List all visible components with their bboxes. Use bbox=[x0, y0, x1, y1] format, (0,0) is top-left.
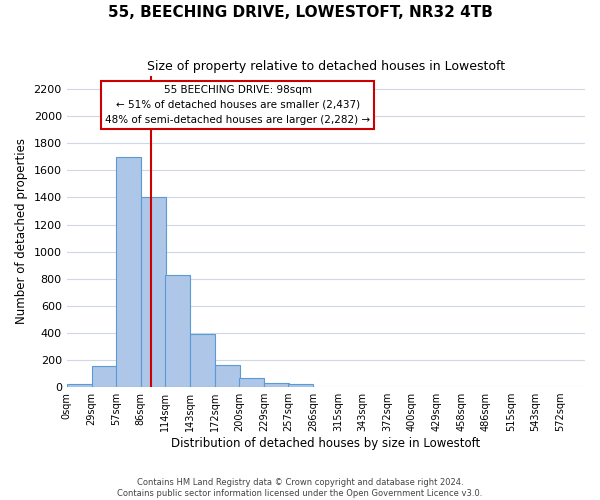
Text: 55 BEECHING DRIVE: 98sqm
← 51% of detached houses are smaller (2,437)
48% of sem: 55 BEECHING DRIVE: 98sqm ← 51% of detach… bbox=[105, 85, 370, 124]
X-axis label: Distribution of detached houses by size in Lowestoft: Distribution of detached houses by size … bbox=[171, 437, 481, 450]
Text: 55, BEECHING DRIVE, LOWESTOFT, NR32 4TB: 55, BEECHING DRIVE, LOWESTOFT, NR32 4TB bbox=[107, 5, 493, 20]
Y-axis label: Number of detached properties: Number of detached properties bbox=[15, 138, 28, 324]
Bar bbox=[289, 384, 313, 387]
Text: Contains HM Land Registry data © Crown copyright and database right 2024.
Contai: Contains HM Land Registry data © Crown c… bbox=[118, 478, 482, 498]
Bar bbox=[92, 366, 116, 387]
Bar bbox=[190, 334, 215, 387]
Bar bbox=[239, 378, 264, 387]
Bar bbox=[141, 198, 166, 387]
Bar bbox=[116, 157, 141, 387]
Bar bbox=[264, 383, 289, 387]
Title: Size of property relative to detached houses in Lowestoft: Size of property relative to detached ho… bbox=[147, 60, 505, 73]
Bar bbox=[67, 384, 92, 387]
Bar bbox=[165, 274, 190, 387]
Bar bbox=[215, 366, 240, 387]
